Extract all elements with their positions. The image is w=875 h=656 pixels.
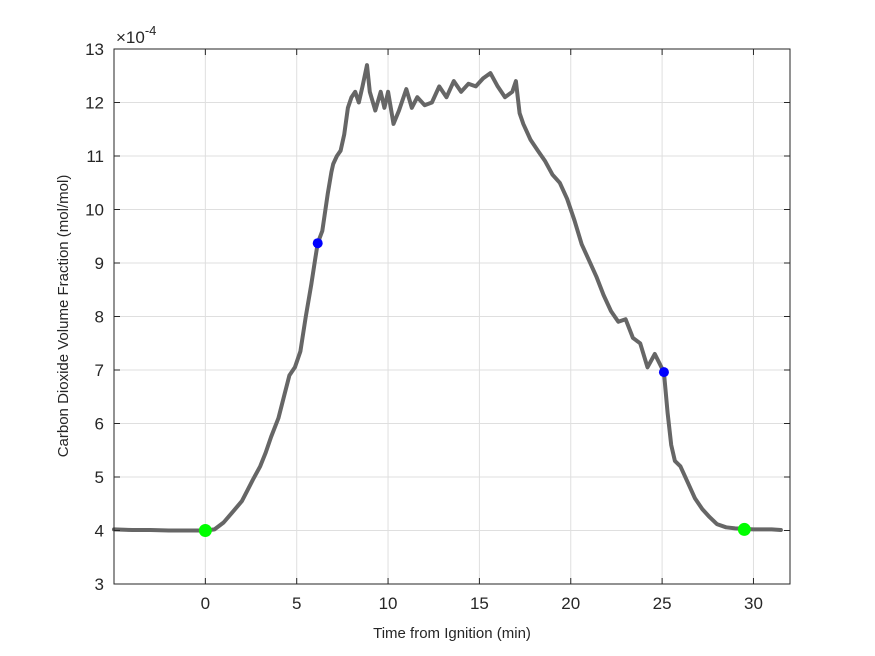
y-tick-label: 4 bbox=[95, 522, 104, 541]
y-tick-label: 12 bbox=[85, 94, 104, 113]
y-tick-label: 11 bbox=[86, 147, 104, 166]
y-tick-label: 8 bbox=[95, 308, 104, 327]
plateau-start-marker bbox=[312, 238, 323, 249]
y-tick-label: 6 bbox=[95, 415, 104, 434]
y-tick-labels: 3 4 5 6 7 8 9 10 11 12 13 bbox=[85, 40, 104, 594]
x-tick-label: 25 bbox=[653, 594, 672, 613]
x-axis-label: Time from Ignition (min) bbox=[373, 625, 531, 642]
y-tick-label: 10 bbox=[85, 201, 104, 220]
x-tick-label: 20 bbox=[561, 594, 580, 613]
grid-lines bbox=[114, 49, 790, 584]
y-tick-label: 3 bbox=[95, 575, 104, 594]
decay-start-marker bbox=[658, 367, 669, 378]
return-to-baseline-marker bbox=[737, 522, 751, 536]
ignition-start-marker bbox=[198, 524, 212, 537]
y-axis-label: Carbon Dioxide Volume Fraction (mol/mol) bbox=[55, 175, 72, 458]
x-tick-label: 10 bbox=[379, 594, 398, 613]
y-tick-label: 13 bbox=[85, 40, 104, 59]
x-tick-label: 30 bbox=[744, 594, 763, 613]
y-tick-label: 5 bbox=[95, 468, 104, 487]
event-markers bbox=[198, 238, 751, 537]
x-tick-label: 0 bbox=[201, 594, 210, 613]
x-tick-label: 15 bbox=[470, 594, 489, 613]
x-tick-label: 5 bbox=[292, 594, 301, 613]
axis-ticks bbox=[114, 48, 790, 585]
x-tick-labels: 0 5 10 15 20 25 30 bbox=[201, 594, 763, 613]
y-tick-label: 9 bbox=[95, 254, 104, 273]
y-tick-label: 7 bbox=[95, 361, 104, 380]
y-exponent-label: ×10-4 bbox=[116, 23, 156, 47]
